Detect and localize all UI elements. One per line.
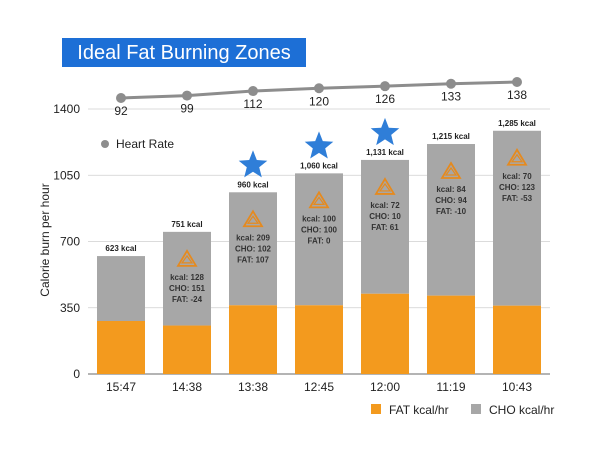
bar-fat [229, 305, 277, 374]
delta-label: CHO: 123 [499, 183, 536, 192]
y-tick-label: 700 [60, 235, 80, 249]
triangle-icon-inner [510, 153, 524, 163]
delta-label: kcal: 128 [170, 273, 204, 282]
bar-cho [427, 144, 475, 296]
y-tick-label: 0 [73, 367, 80, 381]
triangle-icon [440, 161, 462, 179]
heart-rate-point [182, 90, 192, 101]
delta-label: CHO: 100 [301, 225, 338, 234]
triangle-icon [374, 177, 396, 195]
triangle-icon-inner [444, 166, 458, 176]
delta-label: FAT: -10 [436, 207, 467, 216]
y-tick-label: 1050 [53, 168, 80, 182]
x-tick-label: 14:38 [172, 380, 202, 394]
delta-label: kcal: 72 [370, 201, 400, 210]
triangle-icon-inner [378, 182, 392, 192]
triangle-icon [506, 148, 528, 166]
delta-label: FAT: -24 [172, 295, 203, 304]
triangle-icon-inner [180, 254, 194, 264]
triangle-icon [242, 209, 264, 228]
total-label: 1,215 kcal [432, 132, 470, 141]
heart-rate-label: 120 [309, 94, 329, 108]
triangle-icon [176, 249, 198, 267]
delta-label: FAT: 0 [308, 236, 332, 245]
triangle-icon-inner [312, 196, 326, 205]
delta-label: FAT: 107 [237, 255, 269, 264]
total-labels: 623 kcal 751 kcal 960 kcal 1,060 kcal 1,131 … [105, 119, 535, 253]
delta-label: kcal: 100 [302, 214, 336, 223]
delta-label: kcal: 70 [502, 172, 532, 181]
x-tick-label: 12:45 [304, 380, 334, 394]
x-tick-label: 13:38 [238, 380, 268, 394]
heart-rate-label: 133 [441, 90, 461, 104]
heart-rate-series: 92 99 112 120 126 133 138 [114, 77, 527, 118]
x-tick-label: 12:00 [370, 380, 400, 394]
stars [238, 117, 400, 178]
heart-rate-label: 92 [114, 104, 128, 118]
delta-label: CHO: 102 [235, 244, 272, 253]
heart-rate-point [116, 93, 126, 103]
heart-rate-label: 112 [243, 97, 262, 111]
bar-fat [493, 305, 541, 374]
star-icon [370, 117, 400, 146]
bars [97, 130, 541, 374]
bar-fat [97, 321, 145, 374]
bar-cho [295, 173, 343, 306]
delta-label: CHO: 94 [435, 196, 467, 205]
x-tick-label: 11:19 [436, 380, 465, 394]
legend-label-fat: FAT kcal/hr [389, 403, 449, 417]
x-tick-labels: 15:47 14:38 13:38 12:45 12:00 11:19 10:43 [106, 380, 532, 394]
bar-cho [163, 231, 211, 326]
heart-rate-label: 138 [507, 88, 527, 102]
bar-cho [493, 130, 541, 306]
heart-rate-label: 126 [375, 92, 395, 106]
star-icon [304, 131, 334, 159]
delta-annotations: kcal: 128 CHO: 151 FAT: -24 kcal: 209 CHO: 1… [169, 148, 536, 304]
bar-cho [97, 256, 145, 321]
heart-rate-point [248, 86, 258, 97]
delta-label: kcal: 209 [236, 233, 270, 242]
delta-label: kcal: 84 [436, 185, 466, 194]
triangle-icon-inner [246, 215, 260, 224]
chart-title: Ideal Fat Burning Zones [77, 42, 290, 64]
delta-label: CHO: 10 [369, 212, 401, 221]
bar-fat [163, 325, 211, 374]
x-tick-label: 10:43 [502, 380, 532, 394]
total-label: 623 kcal [105, 244, 136, 253]
total-label: 1,285 kcal [498, 119, 536, 128]
total-label: 1,131 kcal [366, 148, 404, 157]
x-tick-label: 15:47 [106, 380, 136, 394]
triangle-icon [308, 190, 330, 209]
heart-rate-point [512, 77, 522, 87]
heart-rate-legend-marker [101, 140, 109, 148]
heart-rate-point [380, 81, 390, 92]
total-label: 751 kcal [171, 220, 202, 229]
legend-swatch-fat [371, 404, 381, 414]
legend: FAT kcal/hr CHO kcal/hr [371, 403, 554, 417]
heart-rate-point [446, 78, 456, 89]
title-background [62, 38, 306, 67]
heart-rate-legend-label: Heart Rate [116, 137, 174, 151]
heart-rate-point [314, 83, 324, 94]
bar-fat [427, 295, 475, 374]
legend-label-cho: CHO kcal/hr [489, 403, 554, 417]
bar-fat [361, 293, 409, 374]
y-tick-labels: 0 350 700 1050 1400 [53, 102, 80, 381]
delta-label: FAT: -53 [502, 194, 533, 203]
star-icon [238, 150, 268, 178]
heart-rate-legend: Heart Rate [101, 137, 174, 151]
delta-label: CHO: 151 [169, 284, 206, 293]
delta-label: FAT: 61 [371, 223, 399, 232]
heart-rate-label: 99 [180, 102, 194, 116]
total-label: 960 kcal [237, 180, 268, 189]
y-tick-label: 350 [60, 301, 80, 315]
total-label: 1,060 kcal [300, 161, 338, 170]
y-axis-label: Calorie burn per hour [38, 183, 52, 296]
bar-fat [295, 305, 343, 374]
y-tick-label: 1400 [53, 102, 80, 116]
legend-swatch-cho [471, 404, 481, 414]
bar-cho [361, 159, 409, 294]
